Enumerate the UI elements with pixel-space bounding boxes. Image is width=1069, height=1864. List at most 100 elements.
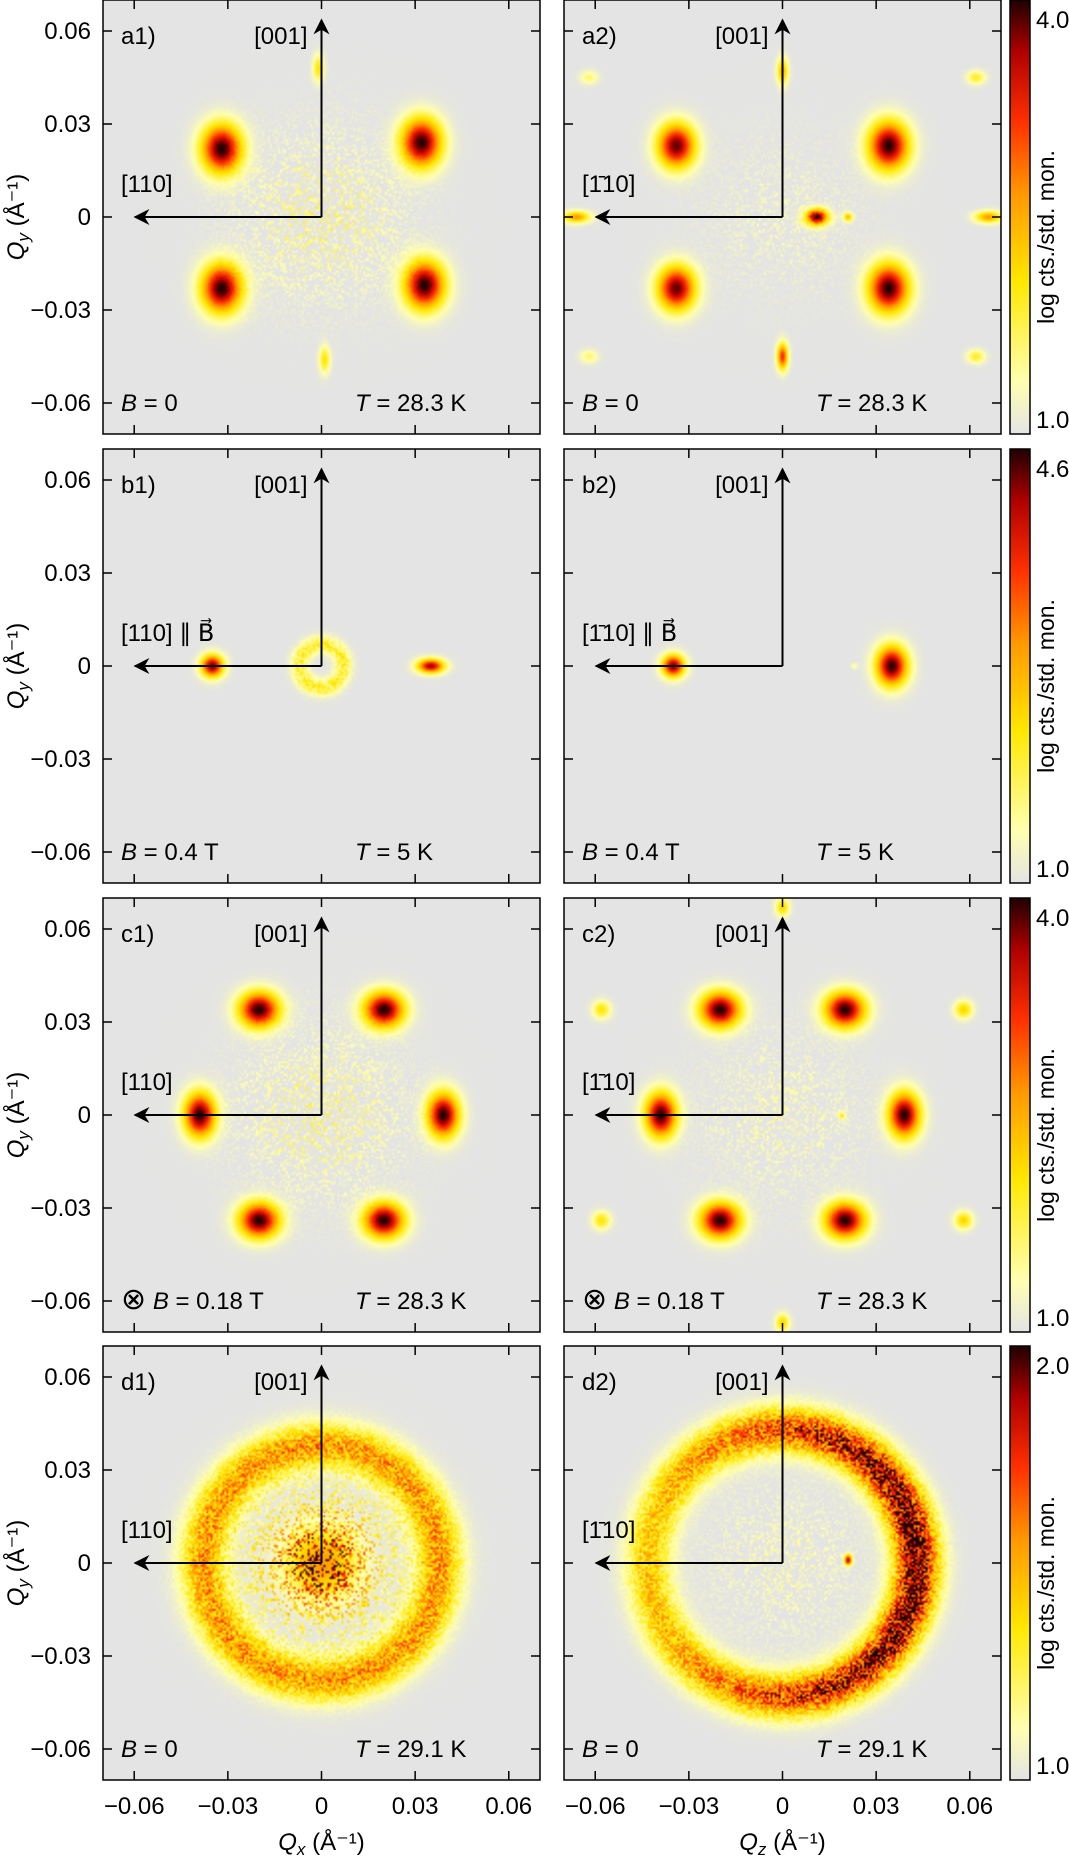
- panel-label: d2): [582, 1369, 617, 1396]
- y-tick-label: 0.03: [44, 560, 91, 587]
- panel-a2: a2) [001] [1̄10] B = 0 T = 28.3 K: [563, 0, 1002, 435]
- panel-label: c2): [582, 921, 615, 948]
- field-label: B = 0: [121, 1736, 178, 1763]
- y-tick-label: −0.03: [30, 1643, 91, 1670]
- field-label: B = 0.4 T: [121, 839, 219, 866]
- colorbar-label: log cts./std. mon.: [1033, 150, 1059, 324]
- y-tick-label: −0.03: [30, 1195, 91, 1222]
- colorbar: 4.6 1.0 log cts./std. mon.: [1009, 448, 1069, 884]
- panel-label: a2): [582, 23, 617, 50]
- y-tick-label: 0.03: [44, 111, 91, 138]
- x-axis-label-qx: Qx (Å⁻¹): [278, 1828, 365, 1859]
- y-axis-label: Qy (Å⁻¹): [2, 1072, 33, 1159]
- temperature-label: T = 28.3 K: [816, 390, 927, 417]
- temperature-label: T = 29.1 K: [355, 1736, 466, 1763]
- colorbar-label: log cts./std. mon.: [1033, 599, 1059, 773]
- direction-left-label: [110]: [121, 171, 173, 198]
- colorbar-max-label: 4.0: [1036, 7, 1069, 34]
- temperature-label: T = 28.3 K: [355, 390, 466, 417]
- temperature-label: T = 28.3 K: [355, 1288, 466, 1315]
- panel-label: d1): [121, 1369, 156, 1396]
- direction-left-label: [110]: [121, 1517, 173, 1544]
- x-tick-label: 0.06: [946, 1793, 993, 1820]
- direction-up-label: [001]: [254, 921, 307, 948]
- colorbar-min-label: 1.0: [1036, 407, 1069, 434]
- panel-b2: b2) [001] [1̄10] ∥ B⃗ B = 0.4 T T = 5 K: [563, 448, 1002, 884]
- y-tick-label: −0.06: [30, 1736, 91, 1763]
- y-tick-label: −0.03: [30, 297, 91, 324]
- direction-left-label: [1̄10]: [582, 171, 635, 198]
- y-tick-label: −0.06: [30, 839, 91, 866]
- panel-d2: d2) [001] [1̄10] B = 0 T = 29.1 K: [563, 1345, 1002, 1781]
- y-tick-label: −0.06: [30, 390, 91, 417]
- field-label: B = 0: [582, 1736, 639, 1763]
- x-tick-label: 0: [315, 1793, 328, 1820]
- x-axis-label-qz: Qz (Å⁻¹): [739, 1828, 826, 1859]
- y-tick-label: −0.03: [30, 746, 91, 773]
- direction-up-label: [001]: [254, 472, 307, 499]
- colorbar-min-label: 1.0: [1036, 1753, 1069, 1780]
- y-tick-label: 0.06: [44, 18, 91, 45]
- direction-up-label: [001]: [715, 1369, 768, 1396]
- y-tick-label: 0.06: [44, 467, 91, 494]
- direction-left-label: [1̄10] ∥ B⃗: [582, 618, 677, 647]
- panel-label: b2): [582, 472, 617, 499]
- direction-left-label: [110] ∥ B⃗: [121, 618, 214, 647]
- direction-left-label: [1̄10]: [582, 1517, 635, 1544]
- x-tick-label: −0.06: [565, 1793, 626, 1820]
- panel-a1: a1) [001] [110] B = 0 T = 28.3 K: [102, 0, 541, 435]
- y-tick-label: 0: [78, 204, 91, 231]
- field-label: B = 0.4 T: [582, 839, 680, 866]
- colorbar-label: log cts./std. mon.: [1033, 1496, 1059, 1670]
- x-tick-label: −0.03: [197, 1793, 258, 1820]
- x-tick-label: 0.03: [392, 1793, 439, 1820]
- temperature-label: T = 29.1 K: [816, 1736, 927, 1763]
- y-tick-label: −0.06: [30, 1288, 91, 1315]
- x-tick-label: −0.06: [104, 1793, 165, 1820]
- temperature-label: T = 5 K: [816, 839, 894, 866]
- direction-left-label: [1̄10]: [582, 1069, 635, 1096]
- colorbar-scale: [1009, 897, 1031, 1333]
- colorbar-max-label: 2.0: [1036, 1353, 1069, 1380]
- colorbar: 4.0 1.0 log cts./std. mon.: [1009, 897, 1069, 1333]
- panel-b1: b1) [001] [110] ∥ B⃗ B = 0.4 T T = 5 K: [102, 448, 541, 884]
- panel-d1: d1) [001] [110] B = 0 T = 29.1 K: [102, 1345, 541, 1781]
- direction-up-label: [001]: [715, 472, 768, 499]
- direction-up-label: [001]: [715, 23, 768, 50]
- colorbar-min-label: 1.0: [1036, 1305, 1069, 1332]
- panel-label: c1): [121, 921, 154, 948]
- field-label: B = 0: [582, 390, 639, 417]
- direction-up-label: [001]: [254, 1369, 307, 1396]
- y-tick-label: 0.03: [44, 1009, 91, 1036]
- direction-left-label: [110]: [121, 1069, 173, 1096]
- x-tick-label: 0: [776, 1793, 789, 1820]
- direction-up-label: [001]: [254, 23, 307, 50]
- colorbar-scale: [1009, 0, 1031, 435]
- panel-label: b1): [121, 472, 156, 499]
- colorbar: 4.0 1.0 log cts./std. mon.: [1009, 0, 1069, 435]
- field-label: ⊗ B = 0.18 T: [582, 1283, 725, 1316]
- colorbar-max-label: 4.0: [1036, 905, 1069, 932]
- y-tick-label: 0: [78, 1550, 91, 1577]
- y-tick-label: 0.03: [44, 1457, 91, 1484]
- colorbar-min-label: 1.0: [1036, 856, 1069, 883]
- field-label: ⊗ B = 0.18 T: [121, 1283, 264, 1316]
- colorbar-max-label: 4.6: [1036, 456, 1069, 483]
- temperature-label: T = 5 K: [355, 839, 433, 866]
- y-tick-label: 0: [78, 653, 91, 680]
- x-tick-label: 0.03: [853, 1793, 900, 1820]
- temperature-label: T = 28.3 K: [816, 1288, 927, 1315]
- panel-c1: c1) [001] [110] ⊗ B = 0.18 T T = 28.3 K: [102, 897, 541, 1333]
- panel-c2: c2) [001] [1̄10] ⊗ B = 0.18 T T = 28.3 K: [563, 897, 1002, 1333]
- y-axis-label: Qy (Å⁻¹): [2, 623, 33, 710]
- colorbar: 2.0 1.0 log cts./std. mon.: [1009, 1345, 1069, 1781]
- colorbar-scale: [1009, 448, 1031, 884]
- colorbar-label: log cts./std. mon.: [1033, 1048, 1059, 1222]
- field-label: B = 0: [121, 390, 178, 417]
- x-tick-label: −0.03: [658, 1793, 719, 1820]
- y-axis-label: Qy (Å⁻¹): [2, 174, 33, 261]
- y-tick-label: 0.06: [44, 916, 91, 943]
- y-tick-label: 0.06: [44, 1364, 91, 1391]
- panel-label: a1): [121, 23, 156, 50]
